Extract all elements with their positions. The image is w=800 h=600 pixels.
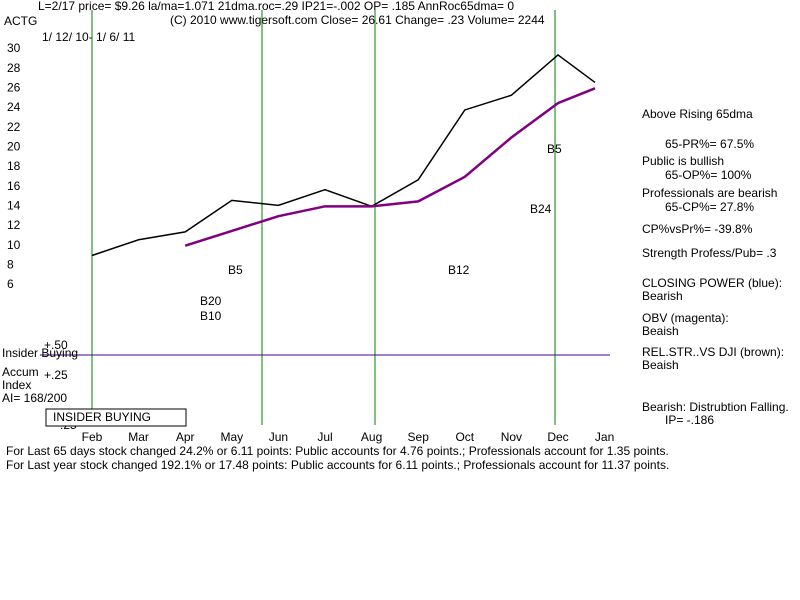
sidebar-text: Bearish: Distrubtion Falling. bbox=[642, 400, 789, 414]
panel-label: +.50 bbox=[44, 338, 68, 352]
panel-label: AI= 168/200 bbox=[2, 391, 67, 405]
y-tick-label: 14 bbox=[7, 199, 21, 213]
x-tick-label: Oct bbox=[455, 430, 474, 444]
signal-label: B5 bbox=[547, 142, 562, 156]
y-tick-label: 30 bbox=[7, 41, 21, 55]
x-tick-label: Nov bbox=[501, 430, 522, 444]
header-line: (C) 2010 www.tigersoft.com Close= 26.61 … bbox=[170, 13, 545, 27]
x-tick-label: Dec bbox=[547, 430, 568, 444]
sidebar-text: CP%vsPr%= -39.8% bbox=[642, 222, 753, 236]
sidebar-text: REL.STR..VS DJI (brown): bbox=[642, 345, 784, 359]
signal-label: B20 bbox=[200, 294, 222, 308]
y-tick-label: 8 bbox=[7, 258, 14, 272]
panel-label: Accum bbox=[2, 365, 39, 379]
x-tick-label: Feb bbox=[82, 430, 103, 444]
y-tick-label: 18 bbox=[7, 159, 21, 173]
panel-label: INSIDER BUYING bbox=[53, 410, 151, 424]
sidebar-text: Above Rising 65dma bbox=[642, 107, 753, 121]
y-tick-label: 12 bbox=[7, 218, 21, 232]
y-tick-label: 16 bbox=[7, 179, 21, 193]
signal-label: B12 bbox=[448, 263, 470, 277]
x-tick-label: Sep bbox=[408, 430, 430, 444]
y-tick-label: 6 bbox=[7, 277, 14, 291]
x-tick-label: Jul bbox=[317, 430, 332, 444]
sidebar-text: 65-CP%= 27.8% bbox=[665, 200, 754, 214]
panel-label: +.25 bbox=[44, 368, 68, 382]
signal-label: B5 bbox=[228, 263, 243, 277]
x-tick-label: Jan bbox=[595, 430, 614, 444]
sidebar-text: OBV (magenta): bbox=[642, 311, 729, 325]
footer-line: For Last 65 days stock changed 24.2% or … bbox=[6, 444, 669, 458]
date-range: 1/ 12/ 10- 1/ 6/ 11 bbox=[42, 30, 136, 44]
sidebar-text: Strength Profess/Pub= .3 bbox=[642, 246, 777, 260]
sidebar-text: Bearish bbox=[642, 289, 683, 303]
sidebar-text: Public is bullish bbox=[642, 154, 724, 168]
sidebar-text: 65-OP%= 100% bbox=[665, 168, 752, 182]
series-line bbox=[184, 87, 596, 247]
signal-label: B10 bbox=[200, 309, 222, 323]
sidebar-text: 65-PR%= 67.5% bbox=[665, 137, 754, 151]
series-line bbox=[91, 53, 596, 257]
ticker: ACTG bbox=[4, 14, 37, 28]
sidebar-text: Beaish bbox=[642, 358, 679, 372]
x-tick-label: Mar bbox=[128, 430, 149, 444]
y-tick-label: 20 bbox=[7, 140, 21, 154]
x-tick-label: Apr bbox=[176, 430, 195, 444]
sidebar-text: IP= -.186 bbox=[665, 413, 714, 427]
x-tick-label: Aug bbox=[361, 430, 382, 444]
y-tick-label: 10 bbox=[7, 238, 21, 252]
y-tick-label: 26 bbox=[7, 81, 21, 95]
sidebar-text: Professionals are bearish bbox=[642, 186, 777, 200]
y-tick-label: 28 bbox=[7, 61, 21, 75]
label-box bbox=[45, 408, 187, 427]
footer-line: For Last year stock changed 192.1% or 17… bbox=[6, 458, 669, 472]
panel-label: Index bbox=[2, 378, 31, 392]
sidebar-text: Beaish bbox=[642, 324, 679, 338]
x-tick-label: May bbox=[220, 430, 243, 444]
y-tick-label: 24 bbox=[7, 100, 21, 114]
signal-label: B24 bbox=[530, 202, 552, 216]
header-line: L=2/17 price= $9.26 la/ma=1.071 21dma.ro… bbox=[38, 0, 514, 13]
sidebar-text: CLOSING POWER (blue): bbox=[642, 276, 782, 290]
layout-lines bbox=[91, 10, 556, 425]
x-tick-label: Jun bbox=[269, 430, 288, 444]
y-tick-label: 22 bbox=[7, 120, 21, 134]
panel-label: Insider Buying bbox=[2, 346, 78, 360]
